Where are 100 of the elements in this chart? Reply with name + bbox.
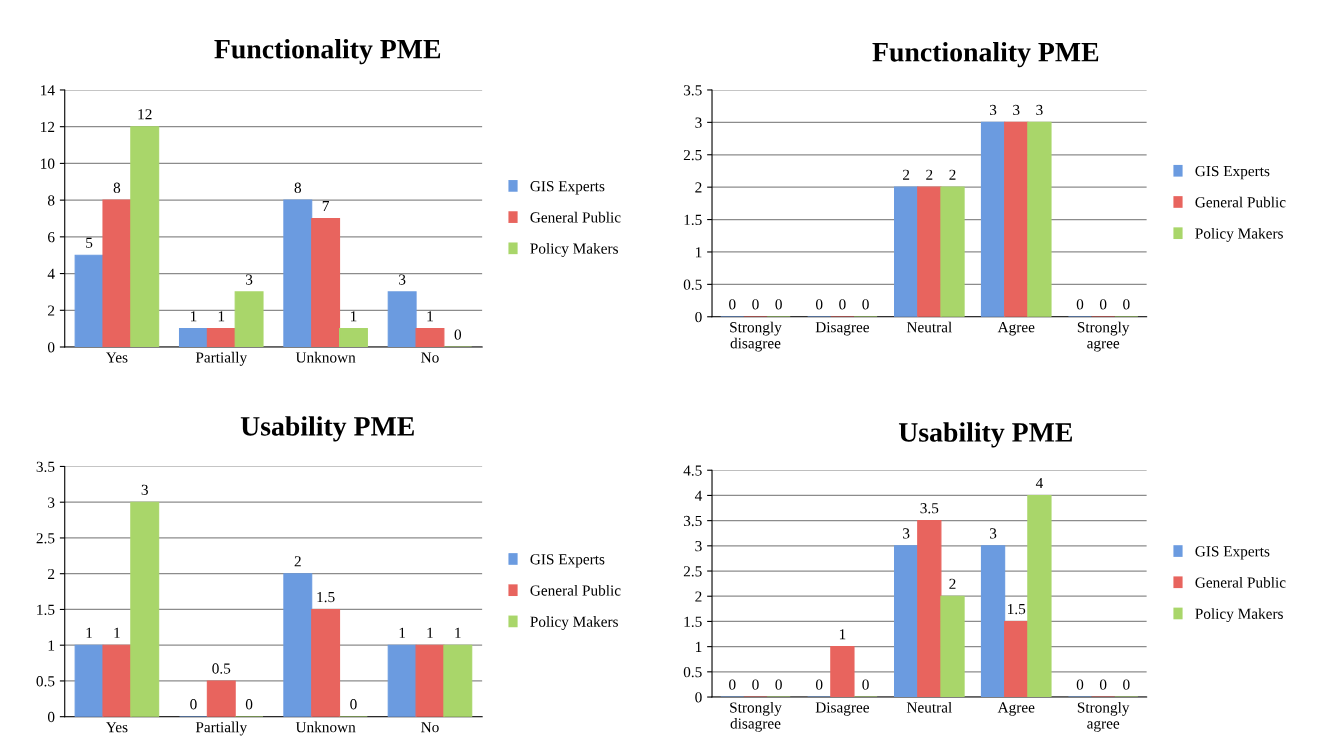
x-tick-label: Strongly agree bbox=[1077, 321, 1130, 352]
x-tick-label: Strongly disagree bbox=[730, 321, 782, 352]
data-label: 8 bbox=[113, 182, 121, 193]
data-label: 0 bbox=[815, 299, 823, 310]
y-tick-label: 4.5 bbox=[683, 465, 702, 476]
y-tick-label: 1 bbox=[696, 247, 702, 258]
data-label: 3 bbox=[1013, 104, 1020, 116]
data-label: 3 bbox=[246, 274, 253, 285]
data-label: 0 bbox=[729, 299, 736, 310]
y-tick-label: 3.5 bbox=[36, 461, 55, 472]
legend-label: Policy Makers bbox=[1195, 608, 1283, 623]
y-tick-label: 1.5 bbox=[37, 604, 55, 615]
y-tick-label: 3 bbox=[695, 117, 702, 128]
legend-label: GIS Experts bbox=[530, 181, 605, 195]
y-tick-label: 0 bbox=[47, 342, 55, 353]
legend-label: General Public bbox=[530, 211, 621, 223]
data-label: 2 bbox=[949, 578, 956, 589]
x-tick-label: Unknown bbox=[295, 351, 356, 363]
y-tick-label: 12 bbox=[41, 121, 55, 132]
x-tick-label: Neutral bbox=[906, 701, 952, 713]
data-label: 3 bbox=[903, 528, 910, 539]
data-label: 2 bbox=[926, 169, 933, 180]
data-label: 1 bbox=[427, 311, 433, 322]
data-label: 0 bbox=[1123, 679, 1130, 690]
x-tick-label: No bbox=[421, 352, 439, 363]
data-label: 0 bbox=[752, 679, 759, 690]
y-tick-label: 6 bbox=[48, 232, 55, 243]
data-label: 12 bbox=[138, 109, 152, 120]
legend-label: GIS Experts bbox=[1195, 165, 1270, 180]
data-label: 0 bbox=[729, 679, 736, 690]
data-label: 2 bbox=[294, 556, 301, 567]
data-label: 1.5 bbox=[1008, 603, 1026, 615]
y-tick-label: 0 bbox=[47, 711, 55, 723]
data-label: 1 bbox=[839, 629, 846, 640]
y-tick-label: 0.5 bbox=[683, 666, 702, 678]
y-tick-label: 3 bbox=[48, 497, 55, 508]
data-label: 0.5 bbox=[212, 663, 231, 674]
data-label: 3 bbox=[141, 484, 148, 495]
data-label: 0 bbox=[862, 679, 869, 690]
x-tick-label: Partially bbox=[195, 721, 248, 736]
data-label: 5 bbox=[86, 237, 93, 248]
chart-title: Functionality PME bbox=[872, 42, 1099, 68]
data-label: 0 bbox=[1076, 679, 1084, 690]
y-tick-label: 14 bbox=[41, 85, 55, 96]
y-tick-label: 0 bbox=[695, 311, 702, 323]
x-tick-label: Partially bbox=[195, 351, 248, 366]
y-tick-label: 2 bbox=[695, 182, 702, 193]
data-label: 0 bbox=[752, 299, 759, 310]
data-label: 0 bbox=[245, 699, 253, 710]
y-tick-label: 1.5 bbox=[684, 616, 702, 627]
y-tick-label: 3 bbox=[695, 541, 702, 552]
data-label: 0 bbox=[1099, 299, 1107, 310]
data-label: 1 bbox=[399, 627, 406, 638]
legend-label: Policy Makers bbox=[530, 243, 618, 257]
data-label: 0 bbox=[1123, 299, 1130, 310]
data-label: 1 bbox=[114, 627, 120, 638]
data-label: 1 bbox=[455, 627, 461, 638]
y-tick-label: 10 bbox=[41, 158, 55, 169]
y-tick-label: 0 bbox=[695, 692, 702, 703]
y-tick-label: 8 bbox=[47, 195, 55, 206]
y-tick-label: 4 bbox=[47, 268, 55, 279]
data-label: 0 bbox=[839, 299, 846, 310]
legend-label: Policy Makers bbox=[530, 616, 618, 631]
data-label: 3 bbox=[1036, 104, 1043, 116]
legend-label: General Public bbox=[1195, 196, 1286, 208]
chart-title: Functionality PME bbox=[214, 38, 441, 65]
data-label: 1 bbox=[86, 627, 92, 638]
data-label: 3 bbox=[989, 528, 997, 539]
x-tick-label: Disagree bbox=[815, 702, 870, 716]
data-label: 1 bbox=[190, 311, 197, 322]
y-tick-label: 1.5 bbox=[684, 214, 702, 226]
data-label: 0 bbox=[454, 329, 462, 340]
data-label: 2 bbox=[949, 169, 956, 180]
y-tick-label: 0.5 bbox=[683, 279, 702, 290]
x-tick-label: Neutral bbox=[906, 321, 952, 333]
y-tick-label: 2 bbox=[48, 568, 55, 579]
y-tick-label: 3.5 bbox=[683, 85, 702, 96]
x-tick-label: Yes bbox=[105, 722, 128, 733]
data-label: 1 bbox=[350, 311, 357, 322]
y-tick-label: 2 bbox=[48, 305, 55, 316]
x-tick-label: Unknown bbox=[295, 721, 356, 733]
legend-label: General Public bbox=[530, 584, 621, 596]
data-label: 0 bbox=[190, 699, 197, 710]
data-label: 4 bbox=[1035, 477, 1044, 489]
y-tick-label: 2.5 bbox=[683, 149, 702, 161]
y-tick-label: 2.5 bbox=[683, 566, 702, 577]
y-tick-label: 2.5 bbox=[36, 533, 55, 544]
data-label: 1 bbox=[218, 311, 225, 322]
y-tick-label: 3.5 bbox=[683, 515, 702, 527]
x-tick-label: Strongly agree bbox=[1077, 701, 1130, 732]
y-tick-label: 4 bbox=[694, 490, 703, 501]
chart-title: Usability PME bbox=[240, 416, 414, 442]
data-label: 0 bbox=[775, 679, 782, 690]
legend-label: General Public bbox=[1195, 576, 1286, 588]
x-tick-label: Yes bbox=[105, 352, 128, 363]
legend-label: Policy Makers bbox=[1195, 227, 1283, 242]
y-tick-label: 2 bbox=[695, 591, 702, 602]
data-label: 2 bbox=[903, 169, 910, 180]
x-tick-label: Agree bbox=[997, 322, 1035, 336]
data-label: 0 bbox=[350, 699, 357, 710]
